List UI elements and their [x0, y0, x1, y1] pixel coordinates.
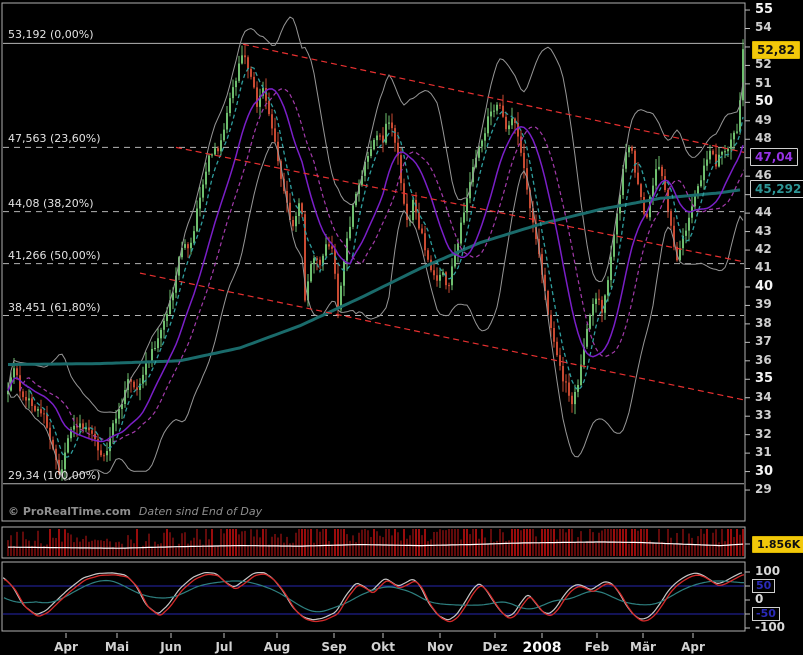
watermark-brand: © ProRealTime.com [8, 505, 131, 518]
time-axis-label: Dez [482, 640, 508, 654]
panel-frame [1, 2, 746, 522]
oscillator-axis-label: 100 [755, 564, 781, 578]
time-axis-label: Nov [426, 640, 454, 654]
price-axis-label: 35 [755, 371, 774, 387]
price-axis-label: 39 [755, 297, 772, 312]
ma200-value-badge: 45,292 [750, 180, 803, 199]
fib-level-label: 44,08 (38,20%) [8, 196, 94, 210]
oscillator-level-badge: -50 [752, 607, 780, 621]
price-axis-label: 51 [755, 75, 772, 90]
time-axis-label: Apr [681, 640, 705, 654]
ma-purple-value-badge: 47,04 [750, 147, 798, 166]
ma-slow-purple-line [7, 88, 744, 443]
price-axis-label: 29 [755, 482, 772, 497]
price-axis-label: 38 [755, 315, 772, 330]
fib-level-label: 38,451 (61,80%) [8, 300, 101, 314]
price-axis-label: 40 [755, 278, 774, 294]
time-axis-label: Apr [54, 640, 78, 654]
time-axis-label: Jul [215, 640, 233, 654]
watermark: © ProRealTime.com Daten sind End of Day [8, 506, 262, 517]
time-axis-label: Aug [263, 640, 291, 654]
volume-value-badge: 1.856K [752, 536, 803, 553]
main-price-panel[interactable] [3, 16, 755, 485]
last-price-badge: 52,82 [752, 41, 800, 60]
volume-ma-line [8, 541, 744, 549]
fib-level-label: 29,34 (100,00%) [8, 468, 101, 482]
price-axis-label: 52 [755, 57, 772, 72]
time-axis-label: 2008 [522, 640, 562, 655]
time-axis-label: Mär [630, 640, 656, 654]
price-axis-label: 34 [755, 389, 772, 404]
price-axis-label: 36 [755, 352, 772, 367]
oscillator-signal-gray-line [3, 572, 743, 621]
ma-slow-dashed-line [19, 88, 744, 443]
time-axis-label: Jun [160, 640, 182, 654]
ma200-line [8, 188, 741, 366]
price-axis-label: 50 [755, 94, 774, 110]
fib-level-label: 41,266 (50,00%) [8, 248, 101, 262]
panel-frame [1, 561, 746, 632]
price-axis-label: 54 [755, 20, 772, 35]
candles-up-bodies [7, 49, 744, 473]
panel-frame [1, 526, 746, 559]
ma-fast-teal-line [7, 66, 744, 458]
watermark-note: Daten sind End of Day [138, 505, 263, 518]
price-axis-label: 55 [755, 2, 774, 18]
oscillator-axis-label: -100 [755, 620, 786, 634]
bollinger-upper-band [7, 16, 744, 414]
trendline-red-dashed [242, 43, 744, 153]
fib-level-label: 47,563 (23,60%) [8, 132, 101, 146]
price-axis-label: 37 [755, 334, 772, 349]
axes-layer [1, 2, 750, 638]
oscillator-level-badge: 50 [752, 579, 776, 593]
time-axis-label: Sep [321, 640, 347, 654]
price-axis-label: 48 [755, 131, 772, 146]
price-axis-label: 32 [755, 426, 772, 441]
trendline-red-dashed [139, 272, 744, 401]
oscillator-axis-label: 0 [755, 592, 764, 606]
price-axis-label: 49 [755, 112, 772, 127]
bollinger-lower-band [7, 141, 744, 481]
fib-level-label: 53,192 (0,00%) [8, 28, 94, 42]
trendline-red-dashed [175, 146, 744, 263]
time-axis-label: Mai [104, 640, 130, 654]
price-axis-label: 43 [755, 223, 772, 238]
price-axis-label: 42 [755, 242, 772, 257]
price-axis-label: 31 [755, 445, 772, 460]
price-axis-label: 44 [755, 205, 772, 220]
time-axis-label: Feb [584, 640, 610, 654]
price-axis-label: 46 [755, 168, 772, 183]
volume-panel[interactable] [7, 529, 744, 556]
oscillator-panel[interactable] [2, 572, 744, 623]
volume-bars [7, 529, 741, 556]
price-axis-label: 41 [755, 260, 772, 275]
price-axis-label: 30 [755, 463, 774, 479]
time-axis-label: Okt [371, 640, 395, 654]
oscillator-main-red-line [3, 573, 744, 623]
price-axis-label: 33 [755, 408, 772, 423]
oscillator-slow-teal-line [3, 579, 744, 613]
